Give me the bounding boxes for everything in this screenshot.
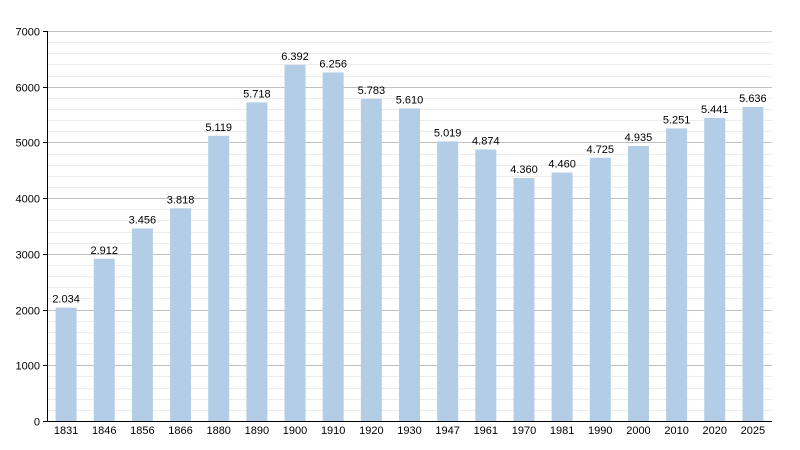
x-tick-label: 1890 xyxy=(245,425,269,437)
bar xyxy=(666,128,688,421)
x-tick-label: 1981 xyxy=(550,425,574,437)
bar xyxy=(551,172,573,421)
axes: 0 1000 2000 3000 4000 5000 6000 7000 1831 1846 185… xyxy=(16,27,772,437)
bar-value-label: 2.034 xyxy=(52,294,80,306)
y-tick-label: 3000 xyxy=(16,250,40,262)
bar xyxy=(627,146,649,422)
x-tick-label: 1910 xyxy=(321,425,345,437)
bar-value-label: 5.610 xyxy=(396,94,424,106)
bar-value-label: 4.460 xyxy=(548,159,576,171)
bar xyxy=(399,108,420,421)
bar-value-label: 2.912 xyxy=(90,245,118,257)
x-tick-label: 1856 xyxy=(130,425,154,437)
bar xyxy=(246,102,268,422)
x-tick-label: 1990 xyxy=(588,425,612,437)
x-tick-label: 1900 xyxy=(283,425,307,437)
bar xyxy=(170,208,192,421)
x-tick-label: 2000 xyxy=(626,425,650,437)
y-tick-label: 0 xyxy=(34,417,40,429)
y-tick-label: 4000 xyxy=(16,194,40,206)
bar xyxy=(437,141,459,421)
bar-value-label: 5.441 xyxy=(701,104,729,116)
x-tick-label: 1930 xyxy=(397,425,421,437)
x-tick-label: 1831 xyxy=(54,425,78,437)
bar-value-label: 3.818 xyxy=(167,194,195,206)
x-tick-label: 1920 xyxy=(359,425,383,437)
bar xyxy=(284,64,306,422)
y-tick-label: 5000 xyxy=(16,138,40,150)
bar xyxy=(513,178,535,421)
y-tick-label: 2000 xyxy=(16,306,40,318)
bar-value-label: 5.718 xyxy=(243,88,271,100)
x-tick-label: 2010 xyxy=(664,425,688,437)
data-labels: 2.034 2.912 3.456 3.818 5.119 5.718 6.392 6.256… xyxy=(52,51,766,306)
x-tick-label: 2020 xyxy=(703,425,727,437)
bar-value-label: 4.935 xyxy=(625,132,653,144)
bar xyxy=(589,157,611,421)
bar-value-label: 6.392 xyxy=(281,51,309,63)
bar xyxy=(322,72,344,421)
bar xyxy=(93,258,115,421)
bar-value-label: 5.251 xyxy=(663,114,691,126)
bar-value-label: 5.636 xyxy=(739,93,767,105)
bar-value-label: 4.725 xyxy=(587,144,615,156)
x-tick-label: 1846 xyxy=(92,425,116,437)
bar-value-label: 4.874 xyxy=(472,135,500,147)
x-tick-label: 1947 xyxy=(435,425,459,437)
x-tick-label: 1961 xyxy=(474,425,498,437)
bar xyxy=(360,98,382,422)
y-tick-label: 6000 xyxy=(16,83,40,95)
x-tick-label: 1866 xyxy=(168,425,192,437)
x-tick-label: 1970 xyxy=(512,425,536,437)
x-tick-label: 2025 xyxy=(741,425,765,437)
bar-value-label: 3.456 xyxy=(129,214,157,226)
bar xyxy=(742,106,764,422)
y-tick-label: 1000 xyxy=(16,361,40,373)
bar xyxy=(704,117,726,422)
x-tick-label: 1880 xyxy=(206,425,230,437)
bars xyxy=(55,64,764,422)
bar-value-label: 5.119 xyxy=(205,122,232,134)
bar xyxy=(55,307,77,421)
bar xyxy=(131,228,153,421)
bar xyxy=(475,149,497,421)
bar-value-label: 4.360 xyxy=(510,164,538,176)
y-tick-label: 7000 xyxy=(16,27,40,39)
bar-value-label: 5.019 xyxy=(434,127,462,139)
bar xyxy=(208,135,230,422)
bar-value-label: 5.783 xyxy=(358,85,386,97)
bar-value-label: 6.256 xyxy=(319,58,347,70)
